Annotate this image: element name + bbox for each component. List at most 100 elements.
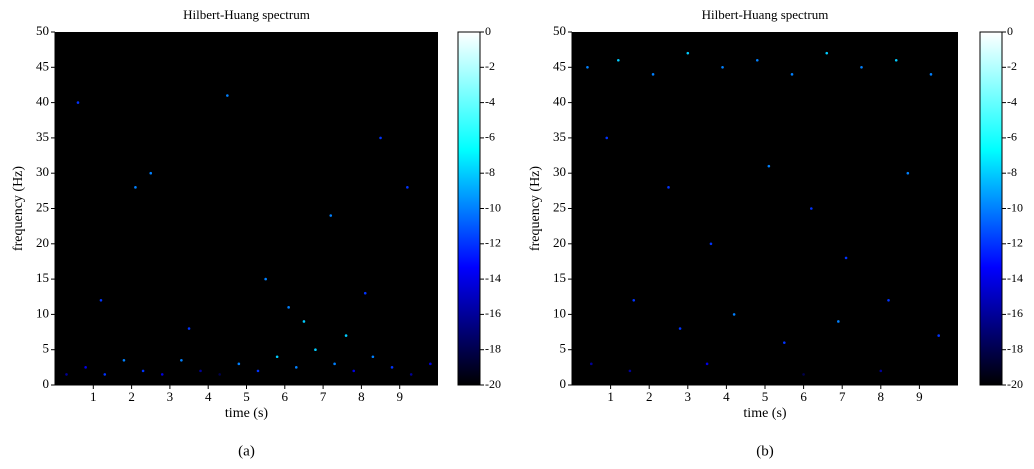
- spectrum-point: [755, 58, 759, 62]
- x-tick-label: 8: [358, 389, 365, 404]
- spectrum-point: [103, 373, 107, 376]
- spectrum-point: [678, 327, 682, 330]
- x-tick-label: 2: [128, 389, 135, 404]
- spectrum-point: [352, 369, 356, 373]
- y-tick-label: 5: [43, 341, 50, 356]
- spectrum-point: [99, 298, 103, 302]
- spectrum-point: [275, 355, 279, 359]
- spectrum-point: [287, 306, 290, 309]
- spectrum-point: [371, 355, 375, 359]
- spectrum-point: [406, 186, 409, 189]
- spectrum-point: [906, 171, 910, 175]
- colorbar-tick-label: -14: [1007, 271, 1023, 285]
- x-tick-label: 3: [685, 389, 692, 404]
- spectrum-point: [160, 373, 164, 376]
- spectrum-point: [180, 358, 183, 362]
- spectrum-point: [76, 101, 80, 104]
- spectrum-point: [65, 373, 68, 376]
- spectrum-point: [887, 298, 890, 302]
- y-tick-label: 15: [553, 270, 566, 285]
- x-tick-label: 3: [167, 389, 174, 404]
- colorbar-tick-label: 0: [485, 24, 491, 38]
- colorbar: [979, 31, 1003, 386]
- caption: (b): [756, 443, 774, 459]
- spectrum-point: [199, 369, 202, 373]
- y-tick-label: 40: [553, 94, 566, 109]
- x-tick-label: 1: [90, 389, 97, 404]
- colorbar-tick-label: -4: [1007, 94, 1017, 108]
- colorbar-tick-label: -8: [1007, 165, 1017, 179]
- spectrum-point: [363, 291, 367, 295]
- spectrum-point: [429, 362, 432, 366]
- spectrum-point: [802, 373, 805, 376]
- spectrum-point: [226, 94, 229, 97]
- x-tick-label: 9: [396, 389, 403, 404]
- spectrum-point: [628, 369, 632, 373]
- colorbar-tick-label: -12: [485, 236, 501, 250]
- x-tick-label: 6: [800, 389, 807, 404]
- spectrum-point: [721, 66, 724, 69]
- y-tick-label: 30: [553, 164, 566, 179]
- y-tick-label: 10: [553, 305, 566, 320]
- colorbar-tick-label: -14: [485, 271, 501, 285]
- x-tick-label: 9: [916, 389, 923, 404]
- colorbar-tick-label: -2: [1007, 59, 1017, 73]
- colorbar-tick-label: -18: [485, 341, 501, 355]
- spectrum-point: [256, 369, 260, 373]
- spectrum-point: [667, 186, 670, 189]
- y-tick-label: 45: [36, 58, 49, 73]
- colorbar-tick-label: -10: [485, 200, 501, 214]
- y-tick-label: 30: [36, 164, 49, 179]
- colorbar-tick-label: 0: [1007, 24, 1013, 38]
- y-tick-label: 5: [560, 341, 567, 356]
- colorbar-tick-label: -16: [485, 306, 501, 320]
- caption: (a): [238, 443, 255, 459]
- spectrum-point: [333, 362, 336, 366]
- colorbar: [457, 31, 481, 386]
- spectrum-point: [379, 136, 382, 140]
- spectrum-point: [705, 362, 709, 366]
- x-tick-label: 8: [878, 389, 885, 404]
- y-tick-label: 35: [36, 129, 49, 144]
- colorbar-tick-label: -20: [1007, 377, 1023, 391]
- spectrum-point: [937, 334, 940, 337]
- colorbar-tick-label: -4: [485, 94, 495, 108]
- spectrum-point: [783, 341, 786, 344]
- x-tick-label: 5: [243, 389, 250, 404]
- spectrum-point: [187, 327, 191, 330]
- colorbar-tick-label: -12: [1007, 236, 1023, 250]
- spectrum-point: [767, 164, 771, 168]
- y-tick-label: 25: [553, 199, 566, 214]
- spectrum-point: [825, 51, 829, 55]
- x-tick-label: 6: [282, 389, 289, 404]
- y-tick-label: 0: [43, 376, 50, 391]
- spectrum-point: [837, 320, 840, 323]
- spectrum-point: [686, 51, 690, 55]
- spectrum-point: [790, 73, 794, 76]
- spectrum-point: [810, 207, 813, 210]
- y-tick-label: 20: [553, 235, 566, 250]
- spectrum-point: [894, 58, 898, 62]
- y-tick-label: 20: [36, 235, 49, 250]
- spectrum-point: [294, 366, 298, 369]
- spectrum-point: [134, 186, 137, 189]
- x-axis-label: time (s): [743, 406, 786, 421]
- spectrum-point: [709, 242, 713, 246]
- x-tick-label: 7: [320, 389, 327, 404]
- spectrum-point: [605, 136, 609, 140]
- colorbar-tick-label: -8: [485, 165, 495, 179]
- x-axis-label: time (s): [225, 406, 268, 421]
- y-tick-label: 45: [553, 58, 566, 73]
- spectrum-point: [651, 73, 655, 76]
- spectrum-point: [329, 214, 333, 217]
- y-tick-label: 35: [553, 129, 566, 144]
- spectrum-point: [264, 277, 267, 281]
- colorbar-tick-label: -20: [485, 377, 501, 391]
- plot-area: [572, 32, 958, 385]
- y-tick-label: 0: [560, 376, 567, 391]
- spectrum-point: [844, 256, 848, 260]
- spectrum-point: [302, 320, 306, 323]
- y-tick-label: 15: [36, 270, 49, 285]
